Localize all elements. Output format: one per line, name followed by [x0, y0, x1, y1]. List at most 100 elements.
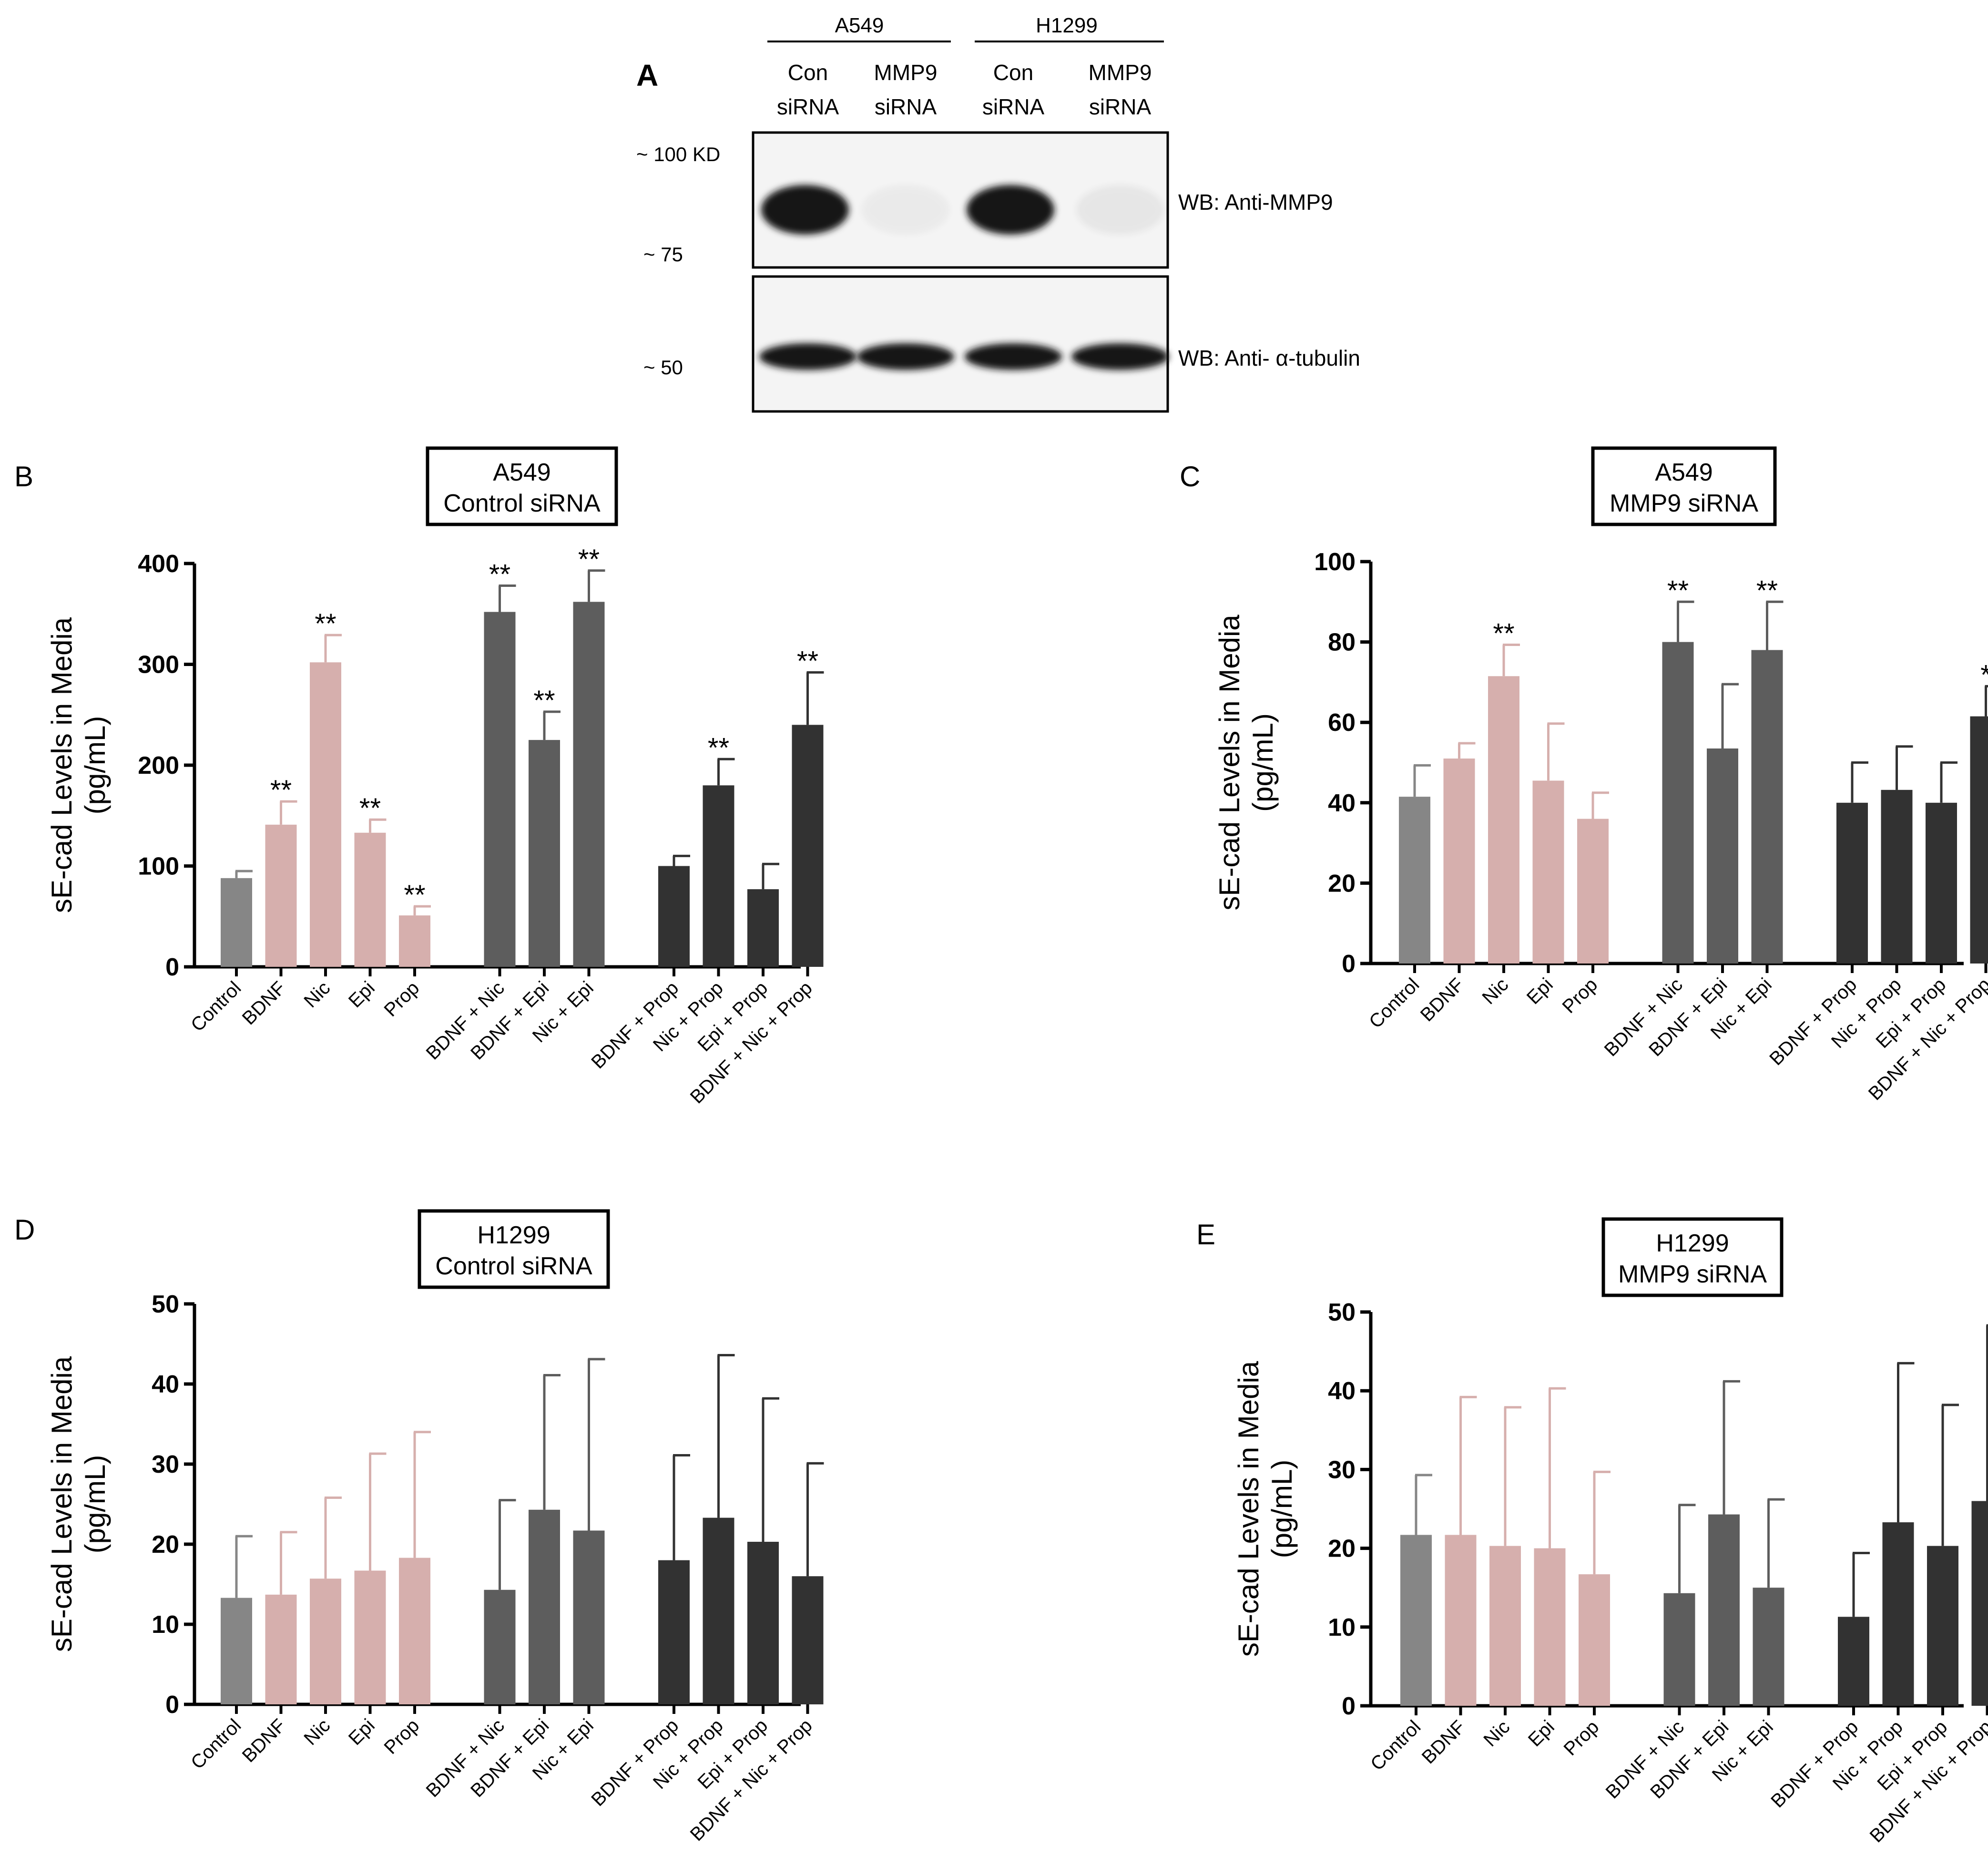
tubulin-band-lane-3: [965, 343, 1062, 370]
chart-title-line2: Control siRNA: [443, 490, 601, 517]
bar-bdnf-nic-prop: [792, 1576, 824, 1704]
bar-control: [221, 878, 252, 967]
bar-epi: [354, 832, 386, 967]
chart-panel-e: E H1299 MMP9 siRNA sE-cad Levels in Media (p…: [1196, 1217, 1988, 1846]
bar-bdnf-epi: [1707, 748, 1738, 964]
y-tick-label: 60: [1328, 709, 1356, 737]
y-axis-label-line2: (pg/mL): [1266, 1460, 1298, 1558]
chart-title-line2: MMP9 siRNA: [1618, 1261, 1767, 1288]
significance-marker: **: [315, 608, 336, 639]
significance-marker: **: [797, 646, 818, 677]
bar-epi-prop: [1926, 802, 1957, 964]
bar-bdnf-prop: [658, 1560, 690, 1704]
y-tick-label: 40: [1328, 1377, 1356, 1405]
bar-control: [221, 1598, 252, 1704]
y-tick-label: 100: [138, 853, 179, 881]
x-category-label: Epi: [1524, 1716, 1559, 1751]
bar-epi-prop: [1927, 1546, 1958, 1706]
chart-panel-b: B A549 Control siRNA sE-cad Levels in Media…: [14, 446, 824, 1107]
bar-bdnf: [1443, 759, 1475, 964]
chart-title-box: [418, 1209, 610, 1289]
y-tick-label: 0: [165, 1691, 179, 1719]
significance-marker: **: [404, 880, 425, 911]
lane-label-4-line1: MMP9: [1089, 60, 1152, 85]
y-tick-label: 200: [138, 752, 179, 779]
western-blot-panel: A A549 H1299 Con siRNA MMP9 siRNA Con si…: [636, 14, 1360, 413]
x-category-label: Control: [1366, 1716, 1425, 1774]
y-axis-label-line1: sE-cad Levels in Media: [46, 1356, 78, 1652]
bar-nic-epi: [573, 1530, 605, 1704]
marker-75: ~ 75: [643, 243, 683, 266]
lane-label-1-line1: Con: [788, 60, 828, 85]
significance-marker: **: [489, 559, 510, 590]
x-category-label: Prop: [380, 1715, 424, 1758]
chart-title-line1: H1299: [477, 1221, 550, 1249]
x-category-label: BDNF: [1418, 1716, 1469, 1768]
significance-marker: **: [359, 793, 381, 824]
bar-nic: [1488, 676, 1519, 964]
y-tick-label: 50: [152, 1291, 179, 1318]
bar-bdnf-nic: [1662, 642, 1694, 964]
x-category-label: Nic: [1478, 974, 1512, 1008]
lane-label-3-line2: siRNA: [982, 94, 1045, 119]
x-category-label: Prop: [1559, 974, 1602, 1017]
lane-label-4-line2: siRNA: [1089, 94, 1152, 119]
significance-marker: **: [708, 732, 729, 763]
bar-nic-prop: [1881, 789, 1913, 964]
bar-bdnf-epi: [529, 740, 560, 967]
chart-title-line2: MMP9 siRNA: [1610, 490, 1758, 517]
bar-bdnf-prop: [658, 866, 690, 967]
bar-bdnf-nic: [484, 612, 516, 967]
bar-bdnf-nic-prop: [1970, 716, 1988, 964]
y-tick-label: 0: [1342, 1692, 1356, 1720]
panel-letter: D: [14, 1214, 35, 1246]
tubulin-band-lane-1: [759, 343, 856, 370]
bar-prop: [399, 1558, 430, 1704]
chart-title-line2: Control siRNA: [435, 1252, 592, 1280]
panel-letter: B: [14, 461, 33, 492]
x-category-label: Control: [187, 1715, 245, 1773]
x-category-label: Nic: [300, 1715, 334, 1749]
significance-marker: **: [533, 685, 555, 716]
y-axis-label-line2: (pg/mL): [79, 716, 111, 815]
y-axis-label-line2: (pg/mL): [1247, 713, 1279, 812]
bar-bdnf-nic-prop: [1971, 1501, 1988, 1706]
bar-bdnf: [265, 1594, 297, 1704]
significance-marker: **: [270, 775, 292, 806]
cell-line-label-h1299: H1299: [1036, 14, 1098, 37]
bar-bdnf-epi: [1708, 1514, 1740, 1706]
x-category-label: Prop: [380, 977, 424, 1021]
marker-100kd: ~ 100 KD: [636, 143, 720, 165]
bar-epi: [354, 1570, 386, 1704]
x-category-label: Control: [187, 977, 245, 1035]
y-axis-label-line1: sE-cad Levels in Media: [1233, 1361, 1264, 1657]
y-tick-label: 0: [1342, 950, 1356, 978]
bar-nic-epi: [1751, 650, 1783, 964]
lane-label-1-line2: siRNA: [777, 94, 839, 119]
bar-prop: [1579, 1574, 1610, 1706]
y-tick-label: 20: [152, 1531, 179, 1558]
x-category-label: Control: [1365, 974, 1423, 1032]
x-category-label: Epi: [345, 977, 379, 1012]
bar-epi: [1532, 780, 1564, 964]
chart-title-line1: A549: [493, 459, 551, 486]
y-tick-label: 400: [138, 550, 179, 578]
tubulin-band-lane-4: [1071, 343, 1169, 370]
blot-label-tubulin: WB: Anti- α-tubulin: [1178, 346, 1360, 370]
bar-bdnf-prop: [1838, 1617, 1869, 1706]
cell-line-label-a549: A549: [835, 14, 884, 37]
y-tick-label: 50: [1328, 1299, 1356, 1326]
bar-control: [1400, 1535, 1432, 1706]
tubulin-band-lane-2: [857, 343, 954, 370]
bar-nic: [310, 1579, 341, 1704]
mmp9-band-lane-2: [862, 185, 949, 235]
x-category-label: BDNF: [1417, 974, 1468, 1025]
bar-prop: [1577, 819, 1609, 964]
tubulin-bands: [759, 343, 1169, 370]
bar-bdnf-prop: [1836, 802, 1868, 964]
bar-bdnf: [1445, 1535, 1477, 1706]
bar-prop: [399, 915, 430, 967]
y-tick-label: 300: [138, 651, 179, 679]
mmp9-band-lane-1: [761, 185, 849, 235]
